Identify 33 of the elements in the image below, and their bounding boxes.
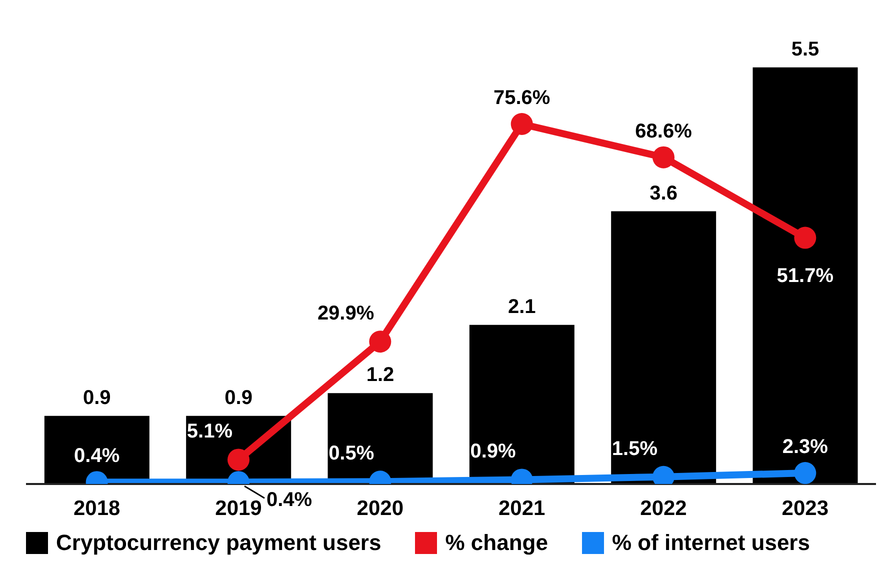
legend-label: Cryptocurrency payment users <box>56 530 382 556</box>
data-label: 0.9 <box>224 386 252 409</box>
data-label: 2.1 <box>508 296 536 318</box>
bar <box>469 324 574 484</box>
bar <box>752 67 858 484</box>
data-label: 75.6% <box>493 87 550 109</box>
data-label: 0.4% <box>74 445 120 468</box>
x-tick-label: 2023 <box>782 496 829 520</box>
data-label: 1.5% <box>612 438 658 460</box>
data-label: 0.9% <box>470 440 516 463</box>
data-label: 5.5 <box>791 38 820 60</box>
bar <box>44 416 150 484</box>
data-label: 0.4% <box>266 489 312 512</box>
point <box>510 113 533 135</box>
point <box>794 226 816 249</box>
data-label: 0.5% <box>328 442 374 465</box>
bar <box>611 211 716 484</box>
data-label: 29.9% <box>317 302 374 325</box>
data-label: 51.7% <box>776 264 834 287</box>
x-tick-label: 2021 <box>498 496 546 520</box>
data-label: 2.3% <box>782 436 828 458</box>
x-tick-label: 2020 <box>356 496 404 520</box>
data-label: 3.6 <box>650 182 678 204</box>
data-label: 68.6% <box>635 120 692 142</box>
data-label: 0.9 <box>83 386 111 409</box>
legend-label: % change <box>445 530 548 556</box>
data-label: 5.1% <box>186 420 233 443</box>
x-tick-label: 2019 <box>215 496 262 520</box>
point <box>652 146 674 168</box>
legend-label: % of internet users <box>612 530 810 556</box>
data-label: 1.2 <box>366 364 394 386</box>
x-tick-label: 2022 <box>640 496 687 520</box>
x-tick-label: 2018 <box>73 496 121 520</box>
